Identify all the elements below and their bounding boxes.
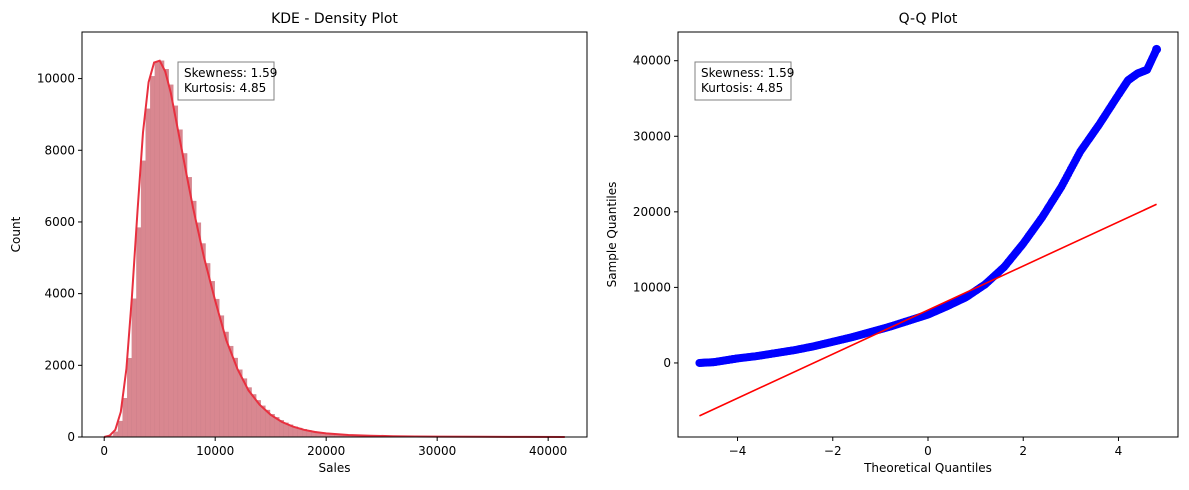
annotation-box bbox=[694, 61, 792, 101]
histogram-bar bbox=[113, 431, 119, 438]
x-tick-label: 4 bbox=[1115, 444, 1123, 458]
kde-density-chart: KDE - Density Plot Sales Count 0 10000 200… bbox=[9, 11, 588, 475]
histogram-bar bbox=[173, 105, 179, 438]
x-tick-label: −2 bbox=[824, 444, 842, 458]
histogram-bar bbox=[191, 200, 197, 438]
annotation-kurtosis: Kurtosis: 4.85 bbox=[184, 81, 266, 95]
y-tick-label: 2000 bbox=[44, 358, 75, 372]
y-tick-label: 6000 bbox=[44, 215, 75, 229]
histogram-bar bbox=[136, 227, 142, 438]
stats-annotation: Skewness: 1.59 Kurtosis: 4.85 bbox=[177, 61, 277, 101]
axes-frame bbox=[81, 31, 588, 438]
histogram-bar bbox=[223, 331, 229, 438]
histogram-bar bbox=[200, 243, 206, 438]
annotation-skewness: Skewness: 1.59 bbox=[184, 66, 277, 80]
histogram-bar bbox=[122, 397, 128, 438]
histogram-bar bbox=[168, 84, 174, 438]
kde-curve bbox=[103, 59, 565, 438]
qq-plot-chart: Q-Q Plot Theoretical Quantiles Sample Qu… bbox=[605, 11, 1179, 475]
stats-annotation: Skewness: 1.59 Kurtosis: 4.85 bbox=[694, 61, 794, 101]
x-tick-label: 30000 bbox=[418, 444, 456, 458]
histogram-bar bbox=[186, 177, 192, 438]
x-axis-label: Sales bbox=[319, 461, 351, 475]
histogram-bar bbox=[196, 222, 202, 438]
y-tick-label: 8000 bbox=[44, 143, 75, 157]
histogram-bar bbox=[228, 345, 234, 438]
y-tick-label: 40000 bbox=[633, 54, 671, 68]
histogram-bar bbox=[205, 263, 211, 438]
x-tick-label: 20000 bbox=[307, 444, 345, 458]
axis-ticks: −4 −2 0 2 4 0 10000 20000 30000 40000 bbox=[633, 54, 1122, 458]
histogram-bar bbox=[163, 69, 169, 438]
x-axis-label: Theoretical Quantiles bbox=[863, 461, 992, 475]
reference-line bbox=[699, 203, 1157, 417]
x-tick-label: 0 bbox=[924, 444, 932, 458]
axis-ticks: 0 10000 20000 30000 40000 0 2000 4000 6000 8000 10… bbox=[37, 72, 567, 458]
x-tick-label: 40000 bbox=[529, 444, 567, 458]
histogram-bar bbox=[127, 358, 132, 438]
y-tick-label: 10000 bbox=[37, 72, 75, 86]
annotation-kurtosis: Kurtosis: 4.85 bbox=[701, 81, 783, 95]
histogram-bar bbox=[214, 298, 220, 438]
y-tick-label: 20000 bbox=[633, 205, 671, 219]
annotation-skewness: Skewness: 1.59 bbox=[701, 66, 794, 80]
histogram-bar bbox=[177, 129, 183, 438]
y-axis-label: Sample Quantiles bbox=[605, 182, 619, 288]
plot-area bbox=[695, 44, 1162, 417]
x-tick-label: 2 bbox=[1019, 444, 1027, 458]
x-tick-label: −4 bbox=[729, 444, 747, 458]
histogram-bar bbox=[209, 281, 215, 438]
y-tick-label: 0 bbox=[67, 430, 75, 444]
histogram-bar bbox=[117, 420, 123, 438]
chart-title: KDE - Density Plot bbox=[271, 11, 398, 27]
y-tick-label: 0 bbox=[663, 356, 671, 370]
annotation-box bbox=[177, 61, 275, 101]
histogram-bar bbox=[145, 108, 151, 438]
y-tick-label: 30000 bbox=[633, 129, 671, 143]
histogram-bar bbox=[182, 153, 188, 438]
histogram-bar bbox=[159, 60, 165, 438]
histogram-bar bbox=[219, 315, 225, 438]
histogram-bar bbox=[237, 369, 243, 438]
qq-point bbox=[1152, 44, 1162, 54]
y-tick-label: 10000 bbox=[633, 280, 671, 294]
x-tick-label: 0 bbox=[100, 444, 108, 458]
histogram-bar bbox=[131, 298, 137, 438]
y-tick-label: 4000 bbox=[44, 287, 75, 301]
histogram-bar bbox=[150, 76, 156, 438]
histogram-bar bbox=[140, 160, 146, 438]
plot-area bbox=[103, 59, 565, 438]
y-axis-label: Count bbox=[9, 216, 23, 252]
histogram-bar bbox=[154, 62, 160, 438]
chart-title: Q-Q Plot bbox=[899, 11, 958, 27]
x-tick-label: 10000 bbox=[196, 444, 234, 458]
